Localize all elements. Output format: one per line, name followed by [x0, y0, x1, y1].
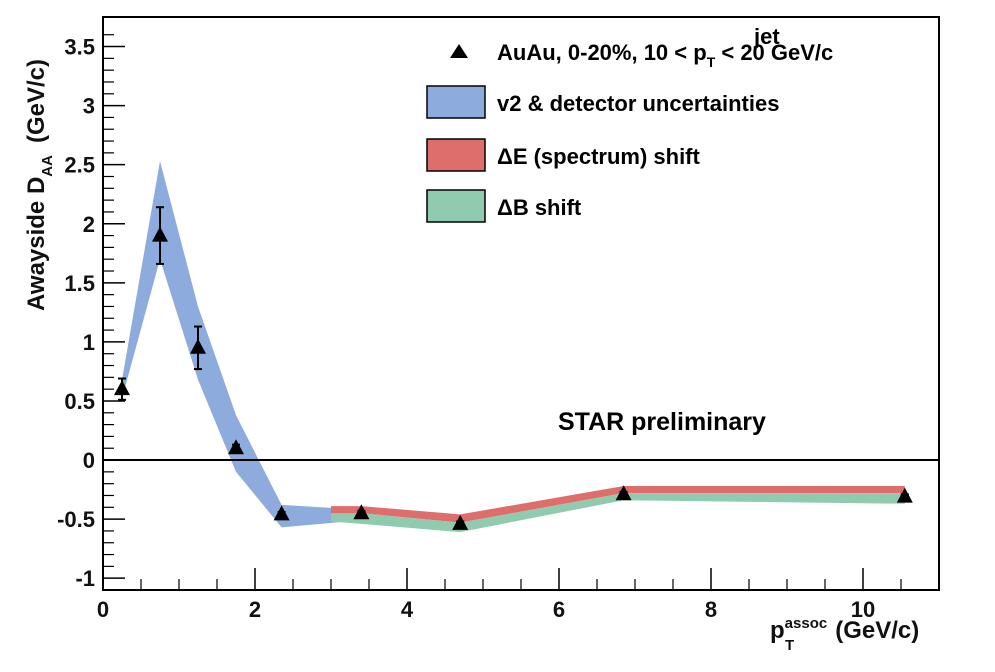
x-tick-label: 0	[97, 597, 109, 622]
data-point	[452, 514, 469, 530]
legend-entry-delta-b: ΔB shift	[497, 195, 582, 220]
data-point	[152, 206, 168, 265]
x-tick-label: 2	[249, 597, 261, 622]
y-axis-label-main: Awayside D	[23, 177, 50, 311]
triangle-marker	[273, 505, 290, 521]
x-tick-label: 8	[705, 597, 717, 622]
x-tick-label: 6	[553, 597, 565, 622]
y-tick-label: -0.5	[57, 507, 95, 532]
legend-marker-icon	[450, 44, 468, 58]
y-tick-label: 1	[83, 330, 95, 355]
y-axis-label: Awayside DAA (GeV/c)	[23, 59, 56, 311]
legend-entry-data-sup: jet	[753, 24, 780, 49]
band-delta-e-shift	[331, 486, 905, 523]
legend-swatch-delta-b	[426, 189, 486, 223]
data-point	[273, 505, 290, 521]
legend-entry-data-pre: AuAu, 0-20%, 10 < p	[497, 40, 707, 65]
y-tick-label: 2	[83, 212, 95, 237]
band-delta-b-shift	[331, 493, 905, 533]
triangle-marker	[896, 487, 913, 503]
y-axis-label-unit: (GeV/c)	[23, 59, 50, 143]
triangle-marker	[190, 338, 206, 354]
data-point	[615, 485, 632, 501]
y-tick-label: 0	[83, 448, 95, 473]
uncertainty-bands	[122, 161, 905, 533]
x-tick-label: 10	[851, 597, 875, 622]
y-tick-label: 2.5	[64, 153, 95, 178]
legend-entry-data: AuAu, 0-20%, 10 < pT < 20 GeV/c	[497, 40, 833, 70]
axis-tick-labels: 0 2 4 6 8 10 -1 -0.5 0 0.5 1 1.5 2 2.5 3 3.5	[57, 35, 875, 622]
legend-swatch-delta-e	[426, 138, 486, 172]
data-point	[228, 439, 244, 455]
data-point	[353, 504, 370, 520]
data-points	[114, 206, 913, 530]
x-axis-label-sub: T	[785, 637, 794, 654]
x-axis-label: passoc (GeV/c)	[770, 615, 919, 644]
legend-swatch-v2	[426, 85, 486, 119]
legend: AuAu, 0-20%, 10 < pT < 20 GeV/c jet v2 &…	[426, 24, 833, 223]
y-axis-label-sub: AA	[39, 155, 56, 177]
x-axis-label-sup: assoc	[785, 615, 828, 632]
data-point	[190, 325, 206, 371]
triangle-marker	[615, 485, 632, 501]
data-point	[896, 487, 913, 503]
data-point	[114, 377, 130, 401]
x-axis-label-main: p	[770, 617, 785, 644]
triangle-marker	[228, 439, 244, 455]
y-tick-label: 3	[83, 94, 95, 119]
legend-entry-data-post: < 20 GeV/c	[715, 40, 833, 65]
axis-ticks	[102, 34, 902, 590]
triangle-marker	[452, 514, 469, 530]
band-v2-detector	[122, 161, 362, 528]
y-tick-label: 3.5	[64, 35, 95, 60]
triangle-marker	[353, 504, 370, 520]
star-preliminary-annotation: STAR preliminary	[558, 408, 766, 436]
legend-entry-data-sub: T	[707, 54, 716, 70]
y-tick-label: 0.5	[64, 389, 95, 414]
triangle-marker	[152, 226, 168, 242]
triangle-marker	[114, 380, 130, 396]
x-tick-label: 4	[401, 597, 414, 622]
y-tick-label: -1	[75, 566, 95, 591]
legend-entry-delta-e: ΔE (spectrum) shift	[497, 144, 701, 169]
legend-entry-v2: v2 & detector uncertainties	[497, 91, 779, 116]
y-tick-label: 1.5	[64, 271, 95, 296]
x-axis-label-unit: (GeV/c)	[835, 617, 919, 644]
